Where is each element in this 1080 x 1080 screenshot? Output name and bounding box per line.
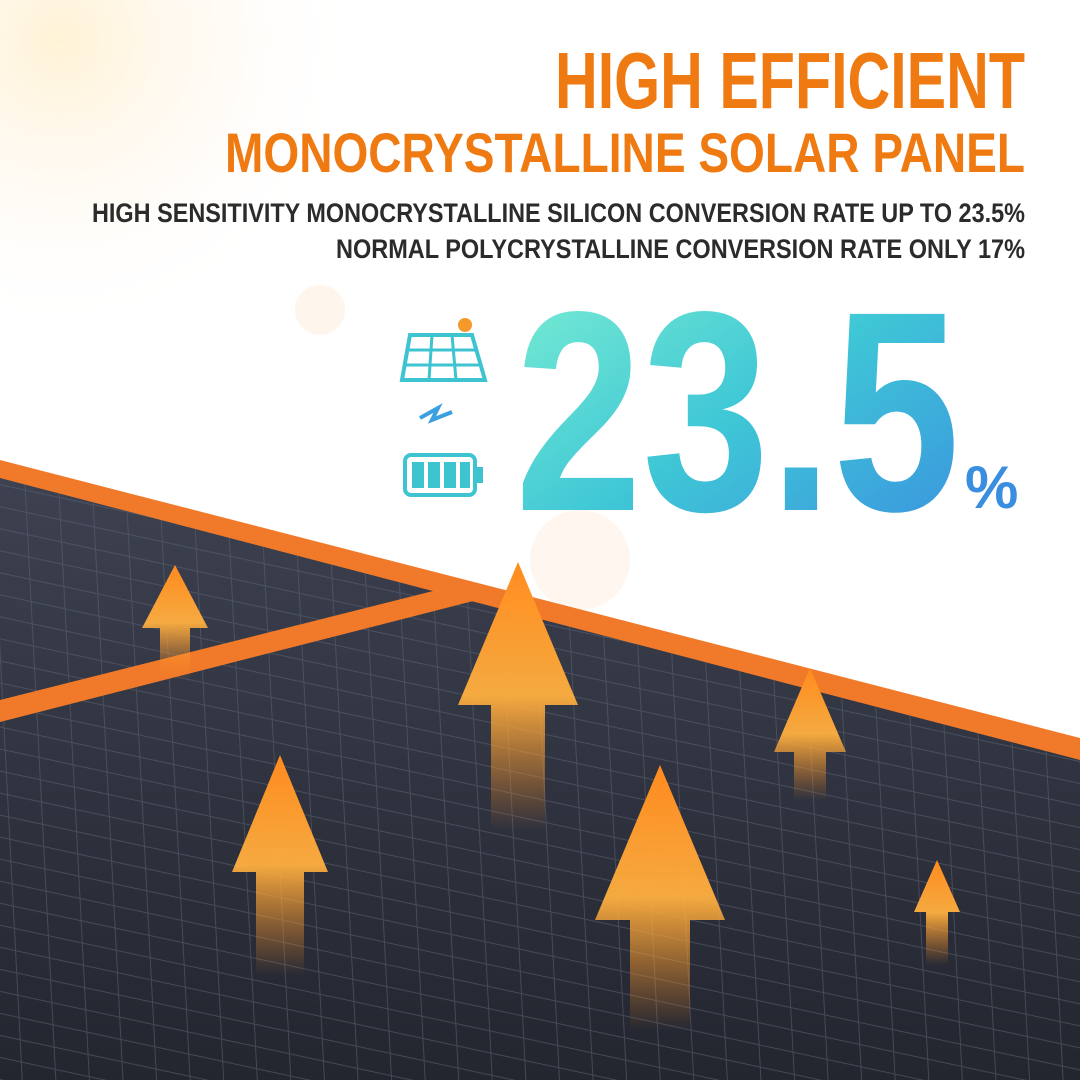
subtitle: HIGH SENSITIVITY MONOCRYSTALLINE SILICON…	[92, 198, 1025, 228]
highlight-number: 23.5	[515, 253, 960, 571]
sun-glow	[0, 0, 360, 340]
arrows	[142, 562, 960, 1030]
headline: MONOCRYSTALLINE SOLAR PANEL	[225, 121, 1025, 184]
lens-flare	[530, 510, 630, 610]
highlight-unit: %	[965, 454, 1018, 521]
lens-flare	[295, 285, 345, 335]
subtitle: NORMAL POLYCRYSTALLINE CONVERSION RATE O…	[336, 234, 1025, 264]
icons	[399, 318, 488, 497]
headline: HIGH EFFICIENT	[555, 36, 1025, 125]
